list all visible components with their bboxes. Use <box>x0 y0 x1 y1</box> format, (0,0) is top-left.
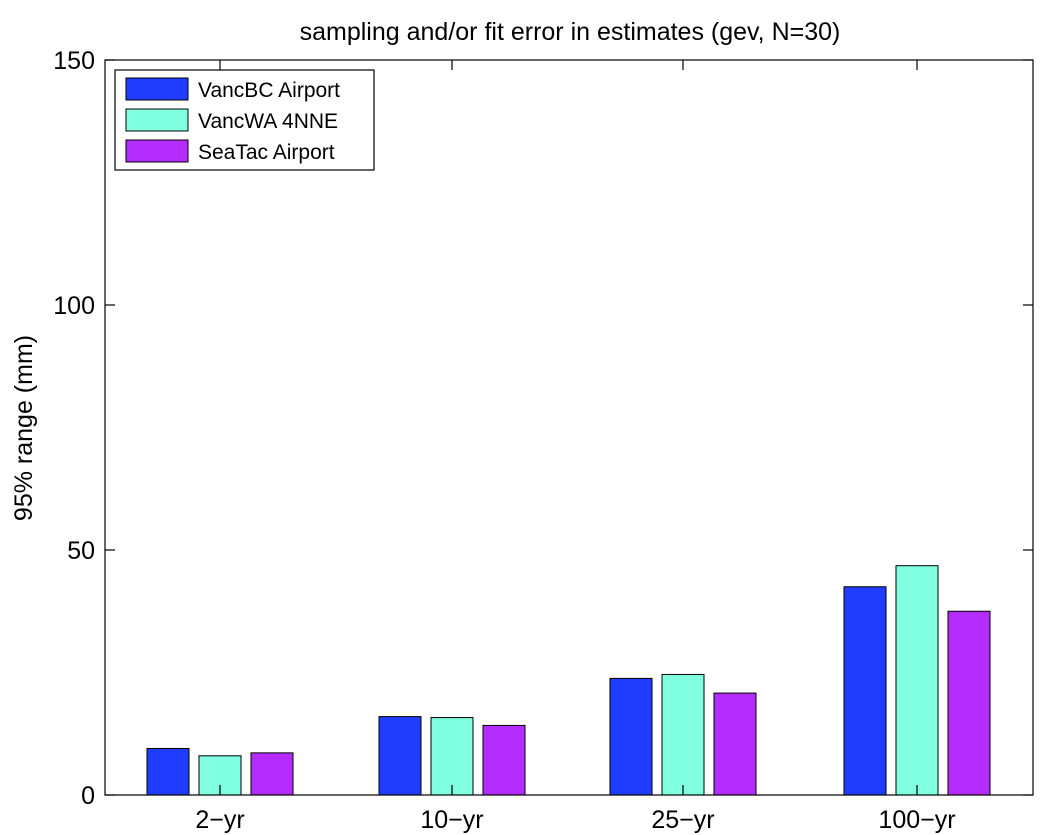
bar-seatac-airport-25-yr <box>713 692 757 796</box>
y-tick-label-0: 0 <box>81 782 95 810</box>
legend-label-vancwa-4nne: VancWA 4NNE <box>198 110 338 133</box>
axes: 0 50 100 150 2−yr 10−yr 25−yr 100−yr <box>53 47 1034 834</box>
y-axis-label: 95% range (mm) <box>10 335 38 521</box>
legend-label-seatac-airport: SeaTac Airport <box>198 141 335 164</box>
bar-seatac-airport-2-yr <box>250 752 294 796</box>
y-tick-label-100: 100 <box>53 292 95 320</box>
bar-vancwa-4nne-100-yr <box>895 565 939 796</box>
x-tick-label-2-yr: 2−yr <box>195 806 244 834</box>
plot-frame <box>104 59 1034 796</box>
legend-label-vancbc-airport: VancBC Airport <box>198 79 340 102</box>
bar-seatac-airport-10-yr <box>482 724 526 796</box>
bar-vancwa-4nne-10-yr <box>430 717 474 796</box>
plot-area <box>105 60 1033 796</box>
legend-swatch-seatac-airport <box>125 139 189 163</box>
legend-swatch-vancbc-airport <box>125 77 189 101</box>
bar-seatac-airport-100-yr <box>947 610 991 796</box>
legend: VancBC Airport VancWA 4NNE SeaTac Airport <box>114 69 375 171</box>
bar-vancbc-airport-10-yr <box>378 716 422 796</box>
bar-vancbc-airport-100-yr <box>843 586 887 796</box>
chart-title: sampling and/or fit error in estimates (… <box>300 18 841 46</box>
legend-swatch-vancwa-4nne <box>125 108 189 132</box>
bar-vancbc-airport-25-yr <box>609 677 653 796</box>
bar-vancbc-airport-2-yr <box>146 747 190 796</box>
x-tick-label-25-yr: 25−yr <box>651 806 714 834</box>
x-tick-label-100-yr: 100−yr <box>878 806 955 834</box>
y-tick-label-50: 50 <box>67 537 95 565</box>
bar-vancwa-4nne-25-yr <box>661 673 705 796</box>
y-tick-label-150: 150 <box>53 47 95 75</box>
x-tick-label-10-yr: 10−yr <box>420 806 483 834</box>
